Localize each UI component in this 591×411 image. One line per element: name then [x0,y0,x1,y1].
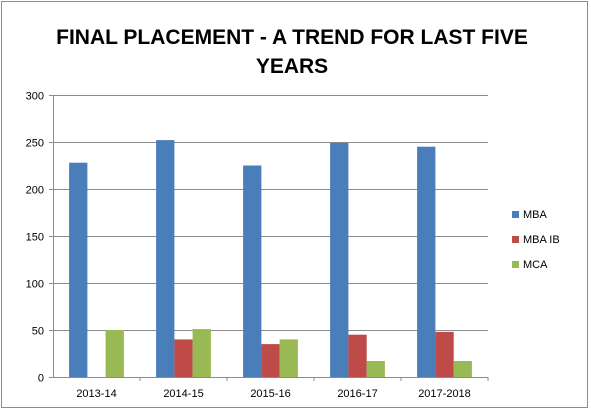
y-tick-label: 0 [38,373,44,385]
bar-mba [243,165,262,377]
legend-label: MBA [523,209,548,221]
bar-mba-ib [348,334,367,377]
y-tick-label: 50 [32,326,44,338]
x-tick-label: 2013-14 [76,388,116,400]
y-tick-label: 200 [26,185,44,197]
bar-mca [366,361,385,377]
bar-mba-ib [174,339,193,377]
bar-mca [453,361,472,377]
legend-swatch [512,236,519,243]
x-tick-label: 2015-16 [250,388,290,400]
y-tick-label: 250 [26,138,44,150]
x-tick-label: 2017-2018 [418,388,471,400]
chart-title: FINAL PLACEMENT - A TREND FOR LAST FIVE … [56,26,528,78]
bar-mba [156,140,175,377]
bar-mba [330,142,349,377]
bar-mba [417,146,436,377]
legend-label: MCA [523,259,548,271]
legend-label: MBA IB [523,234,560,246]
y-tick-label: 100 [26,279,44,291]
y-tick-label: 150 [26,232,44,244]
bar-mba [69,162,88,377]
legend-swatch [512,211,519,218]
bar-mca [105,330,124,377]
x-tick-label: 2016-17 [337,388,377,400]
legend-swatch [512,261,519,268]
bar-mba-ib [261,344,280,377]
bar-mca [192,329,211,377]
bar-mca [279,339,298,377]
y-tick-label: 300 [26,91,44,103]
bar-mba-ib [435,331,454,377]
x-tick-label: 2014-15 [163,388,203,400]
